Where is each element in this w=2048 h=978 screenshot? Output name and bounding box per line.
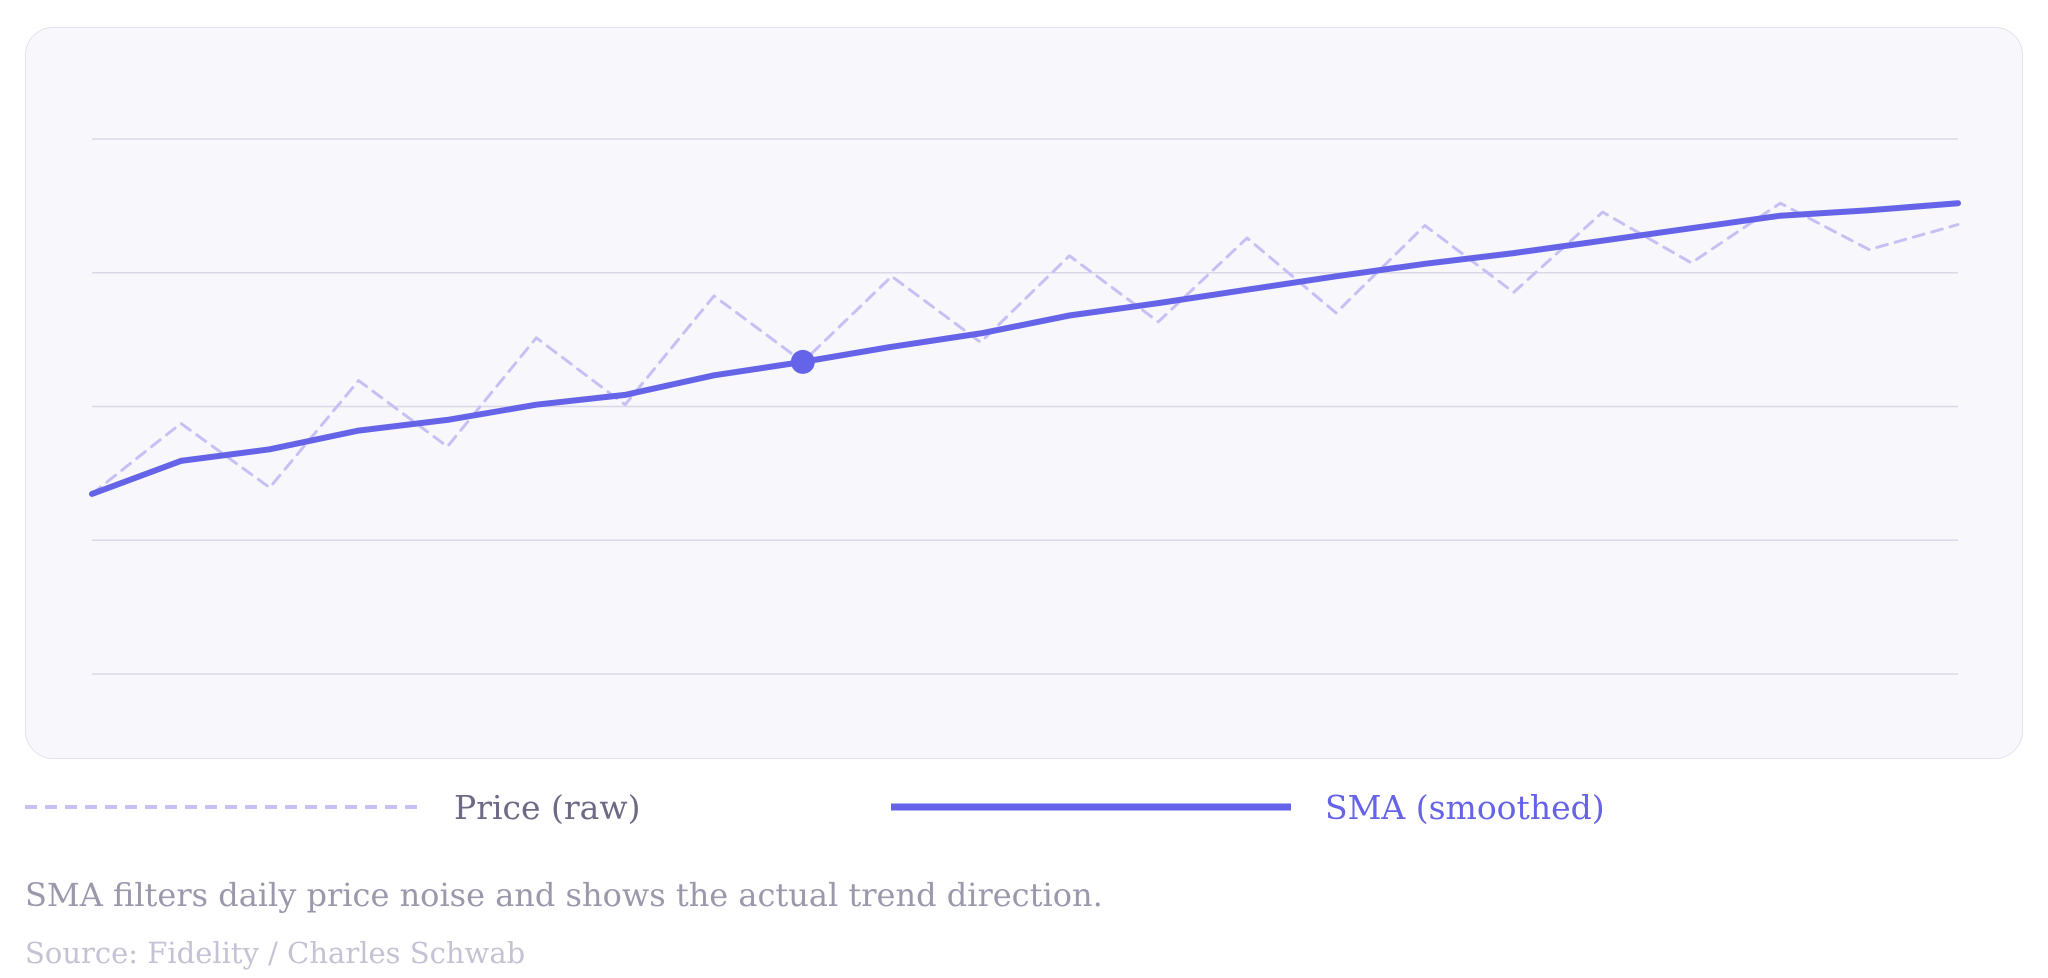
- chart-caption: SMA filters daily price noise and shows …: [25, 876, 1103, 914]
- series-line-price-raw: [90, 201, 1960, 496]
- legend-item-sma: SMA (smoothed): [891, 785, 1605, 829]
- series-line-sma: [89, 200, 1961, 497]
- chart-card: [25, 27, 2023, 759]
- legend-label-price-raw: Price (raw): [454, 787, 641, 827]
- legend-swatch-dashed: [25, 805, 420, 809]
- highlight-point-sma: [790, 349, 815, 374]
- line-chart: [89, 138, 1961, 675]
- legend-label-sma: SMA (smoothed): [1325, 787, 1605, 827]
- chart-legend: Price (raw) SMA (smoothed): [25, 785, 2023, 829]
- legend-item-price-raw: Price (raw): [25, 785, 640, 829]
- chart-source: Source: Fidelity / Charles Schwab: [25, 936, 526, 970]
- legend-swatch-solid: [891, 803, 1291, 811]
